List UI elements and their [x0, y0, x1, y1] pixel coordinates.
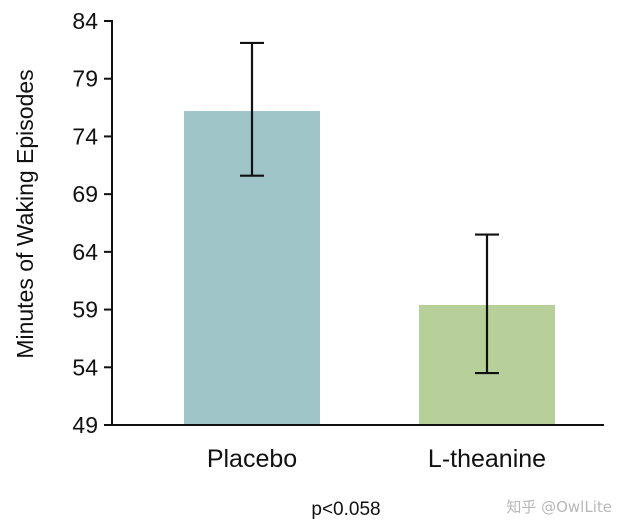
y-tick-label: 59: [72, 297, 98, 323]
y-tick-label: 69: [72, 181, 98, 207]
y-tick-label: 64: [72, 239, 98, 265]
y-axis-label: Minutes of Waking Episodes: [12, 69, 38, 358]
error-bar-placebo: [240, 41, 264, 177]
axes-group: Placebo L-theanine 49 54 59 64 69 74 79 84: [72, 8, 604, 473]
error-bars-group: [240, 41, 499, 375]
y-tick-label: 79: [72, 66, 98, 92]
y-tick-label: 49: [72, 412, 98, 438]
error-bar-l-theanine: [475, 233, 499, 375]
y-tick-label: 74: [72, 123, 98, 149]
x-tick-label-l-theanine: L-theanine: [428, 445, 546, 473]
watermark: 知乎 @OwlLite: [506, 498, 612, 516]
bars-group: [184, 111, 555, 425]
y-tick-label: 54: [72, 354, 98, 380]
x-tick-label-placebo: Placebo: [207, 445, 297, 473]
p-value-annotation: p<0.058: [311, 499, 380, 520]
y-tick-label: 84: [72, 8, 98, 34]
